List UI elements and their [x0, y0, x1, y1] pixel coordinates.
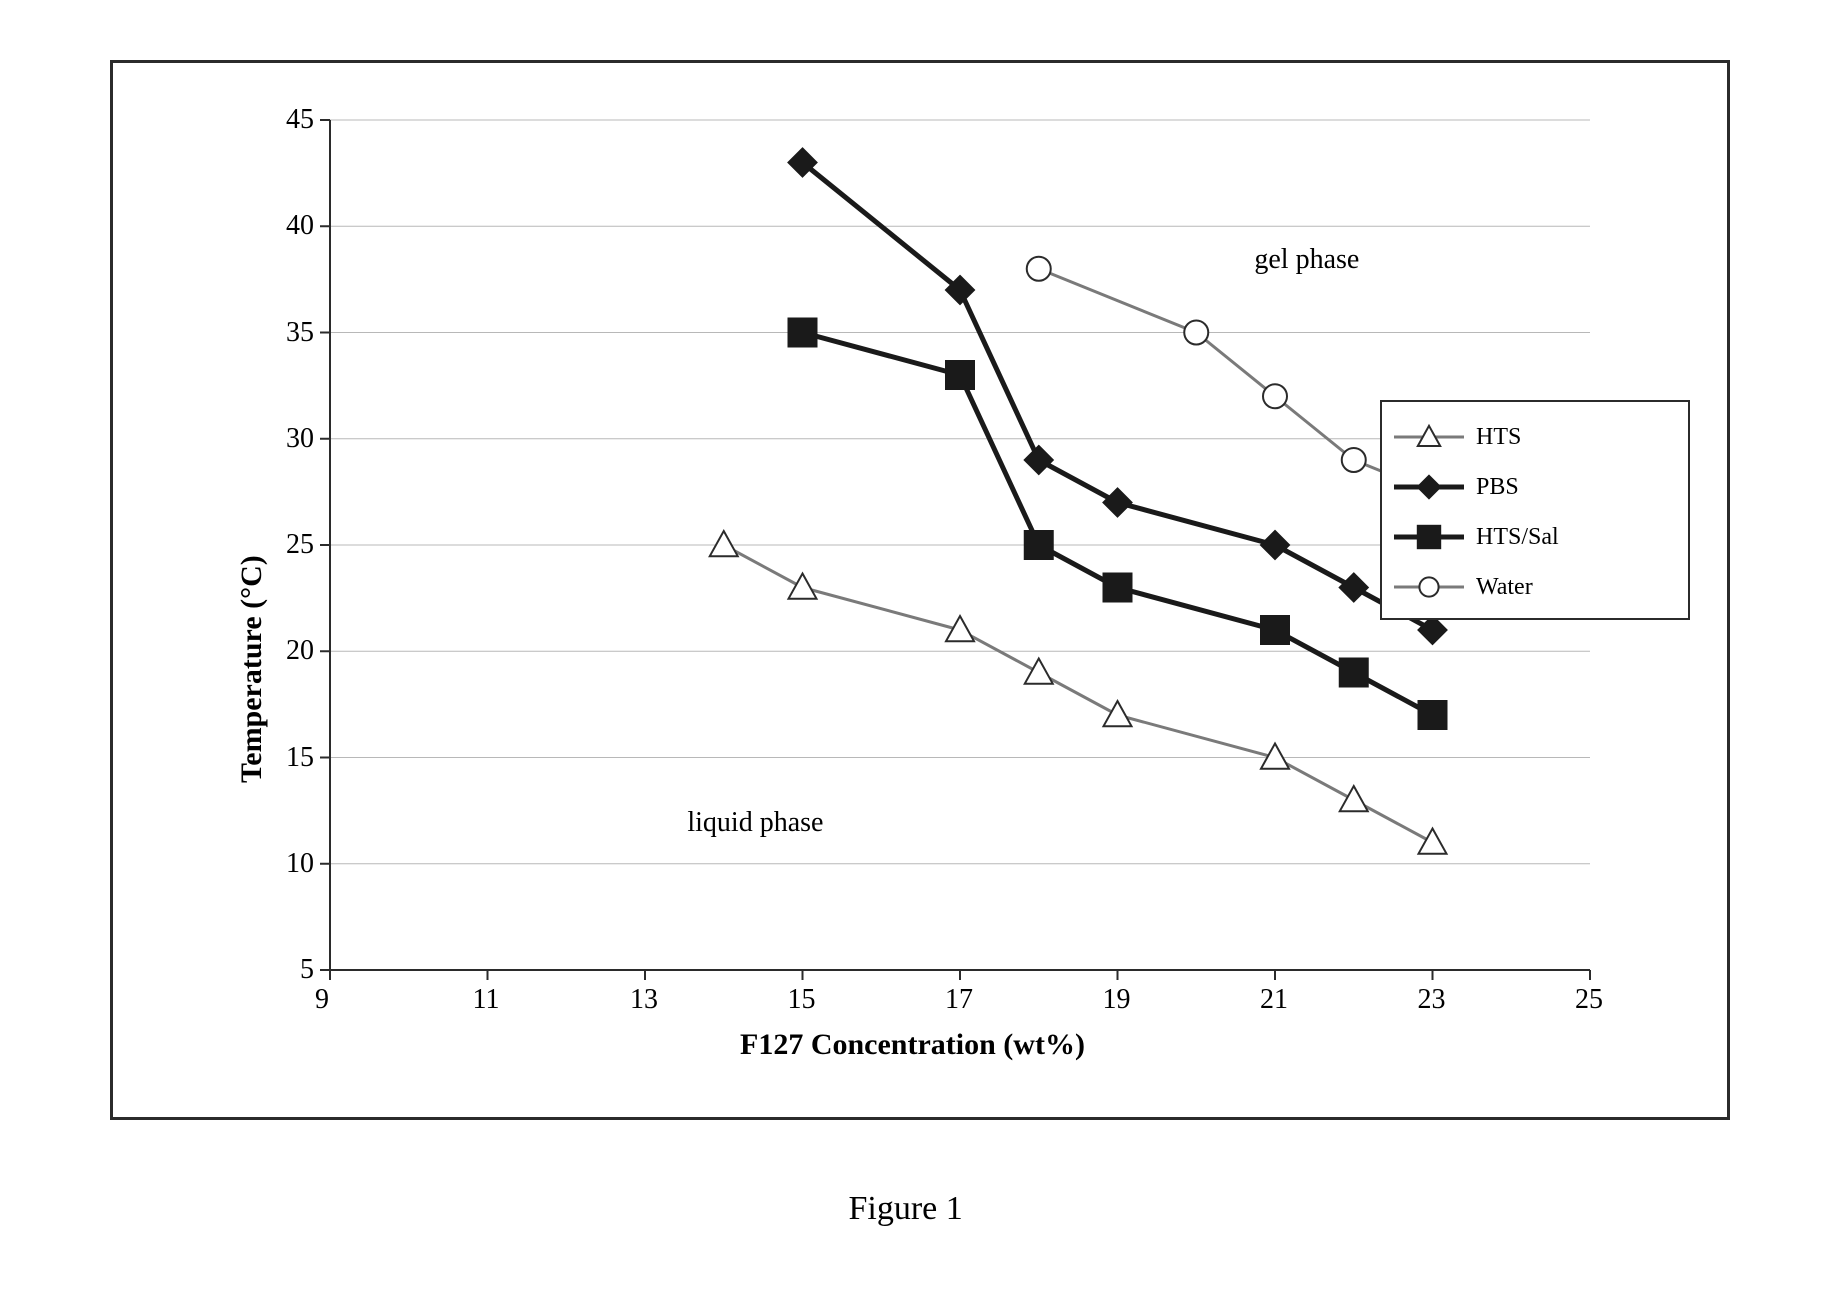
y-tick-label: 30 [286, 423, 314, 455]
legend-marker-icon [1394, 422, 1464, 452]
x-tick-label: 17 [945, 984, 973, 1016]
y-tick-label: 40 [286, 210, 314, 242]
legend-marker-icon [1394, 472, 1464, 502]
legend-item: Water [1394, 562, 1533, 612]
y-tick-label: 15 [286, 742, 314, 774]
chart-svg [0, 0, 1837, 1308]
legend-item: PBS [1394, 462, 1519, 512]
x-tick-label: 9 [315, 984, 329, 1016]
legend-label: Water [1476, 574, 1533, 601]
chart-annotation: gel phase [1254, 244, 1359, 276]
legend-label: HTS/Sal [1476, 524, 1559, 551]
x-tick-label: 19 [1103, 984, 1131, 1016]
figure-page: Temperature (°C) F127 Concentration (wt%… [0, 0, 1837, 1308]
y-tick-label: 10 [286, 848, 314, 880]
legend-label: PBS [1476, 474, 1519, 501]
x-tick-label: 15 [788, 984, 816, 1016]
x-tick-label: 13 [630, 984, 658, 1016]
legend-marker-icon [1394, 572, 1464, 602]
legend-marker-icon [1394, 522, 1464, 552]
figure-caption: Figure 1 [849, 1190, 963, 1228]
legend-item: HTS/Sal [1394, 512, 1559, 562]
y-tick-label: 20 [286, 635, 314, 667]
x-tick-label: 21 [1260, 984, 1288, 1016]
legend-item: HTS [1394, 412, 1521, 462]
x-tick-label: 25 [1575, 984, 1603, 1016]
y-tick-label: 45 [286, 104, 314, 136]
legend-label: HTS [1476, 424, 1521, 451]
y-axis-title: Temperature (°C) [235, 555, 269, 783]
legend: HTS PBS HTS/Sal Water [1380, 400, 1690, 620]
y-tick-label: 35 [286, 317, 314, 349]
y-tick-label: 25 [286, 529, 314, 561]
x-tick-label: 11 [473, 984, 500, 1016]
chart-annotation: liquid phase [687, 807, 823, 839]
x-tick-label: 23 [1418, 984, 1446, 1016]
x-axis-title: F127 Concentration (wt%) [740, 1028, 1085, 1062]
y-tick-label: 5 [300, 954, 314, 986]
